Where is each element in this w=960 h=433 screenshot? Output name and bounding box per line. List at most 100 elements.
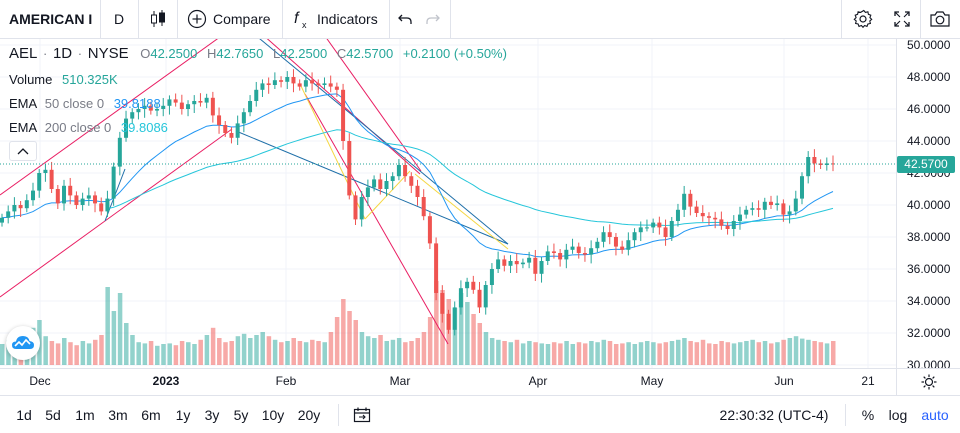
volume-bar — [49, 341, 55, 365]
volume-bar — [719, 341, 724, 365]
range-5d-button[interactable]: 5d — [45, 407, 61, 423]
volume-bar — [310, 339, 315, 365]
volume-bar — [55, 343, 61, 365]
compare-button[interactable]: Compare — [213, 11, 271, 27]
range-3y-button[interactable]: 3y — [204, 407, 220, 423]
candle-body — [818, 163, 823, 165]
indicators-button[interactable]: Indicators — [317, 11, 378, 27]
range-20y-button[interactable]: 20y — [297, 407, 321, 423]
volume-bar — [483, 332, 489, 365]
trendline-top[interactable] — [254, 39, 415, 167]
log-scale-button[interactable]: log — [888, 407, 908, 423]
camera-icon[interactable] — [928, 0, 952, 38]
volume-bar — [179, 341, 185, 365]
volume-bar — [421, 332, 427, 365]
volume-bar — [768, 343, 774, 365]
pitchfork-right-line-c[interactable] — [320, 39, 422, 172]
volume-bar — [241, 333, 247, 365]
volume-bar — [272, 339, 278, 365]
gear-icon[interactable] — [851, 0, 875, 38]
volume-bar — [731, 343, 737, 365]
fib-line-b[interactable] — [364, 170, 411, 220]
volume-bar — [675, 339, 681, 365]
legend-open-label: O — [140, 46, 151, 61]
range-1m-button[interactable]: 1m — [75, 407, 95, 423]
range-5y-button[interactable]: 5y — [233, 407, 249, 423]
candle-body — [570, 246, 575, 250]
candle-body — [427, 216, 432, 244]
volume-bar — [390, 339, 396, 365]
calendar-range-icon[interactable] — [351, 396, 373, 433]
toolbar-divider — [389, 0, 390, 38]
ema200-legend[interactable]: EMA 200 close 0 39.8086 — [9, 120, 168, 135]
percent-scale-button[interactable]: % — [861, 407, 875, 423]
redo-icon[interactable] — [423, 0, 443, 38]
toolbar-divider — [450, 0, 451, 38]
time-tick-label: 21 — [861, 374, 875, 388]
volume-bar — [688, 341, 693, 365]
fx-icon[interactable]: f x — [290, 0, 312, 38]
legend-collapse-button[interactable] — [9, 141, 37, 161]
legend-open: 42.2500 — [150, 46, 198, 61]
trendline-mid[interactable] — [413, 165, 509, 245]
candle-body — [694, 206, 699, 213]
candle-body — [167, 99, 172, 106]
ema50-legend-label: EMA — [9, 96, 38, 111]
candle-body — [706, 216, 711, 218]
candle-body — [824, 163, 829, 165]
range-3m-button[interactable]: 3m — [108, 407, 128, 423]
ema50-legend[interactable]: EMA 50 close 0 39.8188 — [9, 96, 161, 111]
candle-body — [403, 165, 408, 177]
auto-scale-button[interactable]: auto — [921, 407, 949, 423]
tradingview-logo[interactable] — [6, 326, 40, 360]
candle-body — [266, 83, 271, 85]
price-axis[interactable]: 50.0000 48.0000 46.0000 44.0000 42.0000 40.00… — [896, 38, 960, 372]
clock-display[interactable]: 22:30:32 (UTC-4) — [719, 407, 829, 423]
symbol-legend[interactable]: AEL · 1D · NYSE O42.2500 H42.7650 L42.25… — [9, 45, 507, 62]
pitchfork-right-line-a[interactable] — [245, 39, 421, 175]
axis-settings-button[interactable] — [896, 368, 960, 395]
volume-legend[interactable]: Volume 510.325K — [9, 72, 118, 87]
candle-body — [279, 80, 284, 82]
range-1y-button[interactable]: 1y — [175, 407, 191, 423]
candles-icon[interactable] — [146, 0, 170, 38]
pitchfork-upper-line[interactable] — [0, 39, 245, 196]
volume-bar — [440, 290, 445, 365]
fib-line-c[interactable] — [414, 173, 509, 250]
candle-body — [86, 195, 91, 199]
chart-pane[interactable]: AEL · 1D · NYSE O42.2500 H42.7650 L42.25… — [0, 39, 896, 368]
candle-body — [62, 185, 67, 204]
volume-bar — [167, 343, 172, 365]
range-1d-button[interactable]: 1d — [16, 407, 32, 423]
volume-bar — [831, 341, 836, 365]
legend-low: 42.2500 — [280, 46, 328, 61]
candle-body — [179, 102, 184, 109]
undo-icon[interactable] — [395, 0, 415, 38]
volume-bar — [663, 342, 669, 365]
candle-body — [750, 208, 755, 210]
volume-bar — [533, 342, 538, 365]
candle-body — [68, 185, 73, 196]
volume-bar — [682, 338, 687, 365]
volume-bar — [781, 339, 786, 365]
trendline-long[interactable] — [235, 130, 509, 245]
interval-button[interactable]: D — [114, 11, 125, 27]
plus-circle-icon[interactable] — [185, 0, 209, 38]
toolbar-divider — [841, 0, 842, 38]
range-10y-button[interactable]: 10y — [261, 407, 285, 423]
volume-bar — [744, 341, 749, 365]
pitchfork-lower-line[interactable] — [0, 128, 233, 298]
candle-body — [775, 203, 780, 205]
price-chart[interactable] — [0, 39, 896, 368]
volume-bar — [694, 342, 700, 365]
pitchfork-right-line-b[interactable] — [304, 93, 449, 345]
symbol-search-button[interactable]: AMERICAN I — [9, 11, 93, 27]
volume-bar — [458, 293, 464, 365]
time-axis[interactable]: Dec 2023 Feb Mar Apr May Jun 21 — [0, 368, 896, 395]
candle-body — [787, 211, 792, 215]
candle-body — [434, 243, 439, 293]
fullscreen-icon[interactable] — [890, 0, 914, 38]
candle-body — [831, 163, 835, 165]
range-6m-button[interactable]: 6m — [141, 407, 161, 423]
time-tick-label: 2023 — [153, 374, 180, 388]
